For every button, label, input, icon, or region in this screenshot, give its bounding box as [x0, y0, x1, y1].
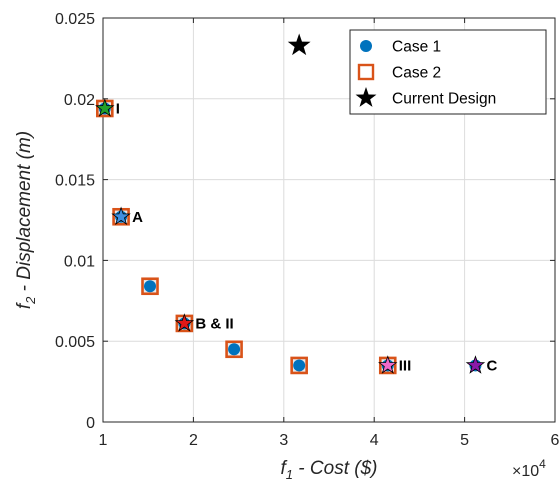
x-tick-label: 5 [460, 432, 469, 449]
x-axis-label: f1 - Cost ($) [281, 458, 378, 482]
highlight-label: B & II [195, 315, 233, 332]
x-tick-label: 1 [99, 432, 108, 449]
case1-point [144, 280, 157, 293]
highlight-label: C [486, 357, 497, 374]
legend-box [349, 29, 547, 115]
annotations: I A B & II III C [95, 98, 497, 374]
axis-ticks [102, 17, 556, 423]
legend: Case 1 Case 2 Current Design [349, 29, 547, 115]
legend-marker-circle [360, 40, 372, 52]
x-tick-label: 6 [551, 432, 560, 449]
y-tick-labels: 0 0.005 0.01 0.015 0.02 0.025 [55, 11, 95, 432]
y-tick-label: 0.025 [55, 11, 95, 28]
highlight-label: III [399, 357, 412, 374]
x-tick-label: 2 [189, 432, 198, 449]
y-axis-label-subscript: 2 [23, 296, 38, 305]
x-tick-label: 4 [370, 432, 379, 449]
legend-label: Case 2 [392, 65, 441, 82]
x-exponent-label: ×104 [512, 457, 546, 480]
x-tick-labels: 1 2 3 4 5 6 [99, 432, 560, 449]
current-design-point [287, 33, 311, 56]
highlight-star [174, 313, 195, 332]
legend-marker-square [357, 63, 375, 81]
y-axis-label: f2 - Displacement (m) [14, 131, 38, 309]
y-tick-label: 0 [86, 415, 95, 432]
y-tick-label: 0.005 [55, 334, 95, 351]
plot-frame [102, 17, 556, 423]
x-exponent-power: 4 [539, 457, 546, 471]
highlight-star [95, 98, 115, 117]
y-tick-label: 0.015 [55, 173, 95, 190]
highlight-star [111, 206, 131, 226]
y-tick-label: 0.02 [64, 92, 95, 109]
legend-label: Case 1 [392, 39, 441, 56]
highlight-star [378, 355, 398, 374]
y-axis-label-f: f [14, 302, 35, 309]
x-tick-label: 3 [279, 432, 288, 449]
y-tick-label: 0.01 [64, 253, 95, 270]
highlight-star [465, 355, 486, 374]
y-axis-label-text: - Displacement (m) [14, 131, 35, 297]
highlight-label: I [116, 100, 120, 117]
legend-label: Current Design [392, 91, 496, 108]
x-axis-label-f: f [281, 458, 288, 479]
x-axis-label-subscript: 1 [286, 467, 293, 482]
case1-point [293, 359, 306, 372]
x-exponent-base: ×10 [512, 463, 539, 480]
x-axis-label-text: - Cost ($) [293, 458, 377, 479]
highlight-label: A [132, 209, 143, 226]
legend-marker-star [355, 87, 377, 107]
case1-point [228, 343, 241, 356]
